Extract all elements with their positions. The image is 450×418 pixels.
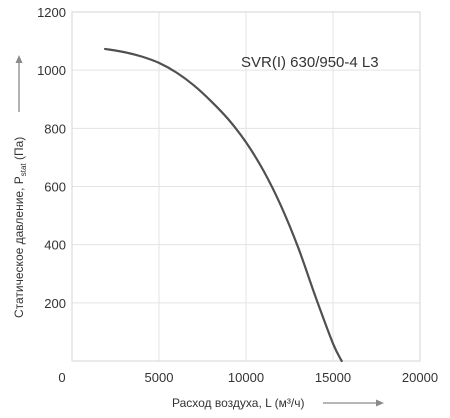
x-tick-label: 5000 — [145, 370, 174, 385]
y-axis-label-subscript: stat — [19, 163, 28, 177]
y-tick-label: 800 — [44, 121, 66, 136]
x-tick-label: 20000 — [402, 370, 438, 385]
x-axis-label: Расход воздуха, L (м³/ч) — [172, 396, 305, 410]
x-axis-arrow-icon — [323, 399, 384, 407]
y-tick-label: 400 — [44, 238, 66, 253]
y-axis-arrow-icon — [15, 55, 23, 112]
x-tick-label: 15000 — [315, 370, 351, 385]
x-tick-label: 10000 — [228, 370, 264, 385]
series-lines — [103, 47, 343, 363]
y-tick-label: 1200 — [37, 5, 66, 20]
plot-frame — [71, 11, 421, 362]
x-tick-labels: 0 5000 10000 15000 20000 — [58, 370, 438, 385]
y-tick-label: 1000 — [37, 63, 66, 78]
y-tick-label: 600 — [44, 180, 66, 195]
y-axis-label-unit: (Па) — [12, 137, 26, 164]
x-tick-label: 0 — [58, 370, 65, 385]
curve-annotation: SVR(I) 630/950-4 L3 — [241, 54, 379, 71]
y-tick-label: 200 — [44, 296, 66, 311]
y-axis-label-main: Статическое давление, P — [12, 176, 26, 318]
y-axis-label: Статическое давление, Pstat (Па) — [12, 137, 28, 318]
y-tick-labels: 200 400 600 800 1000 1200 — [37, 5, 66, 311]
grid — [72, 12, 420, 361]
fan-curve-line — [103, 47, 343, 363]
